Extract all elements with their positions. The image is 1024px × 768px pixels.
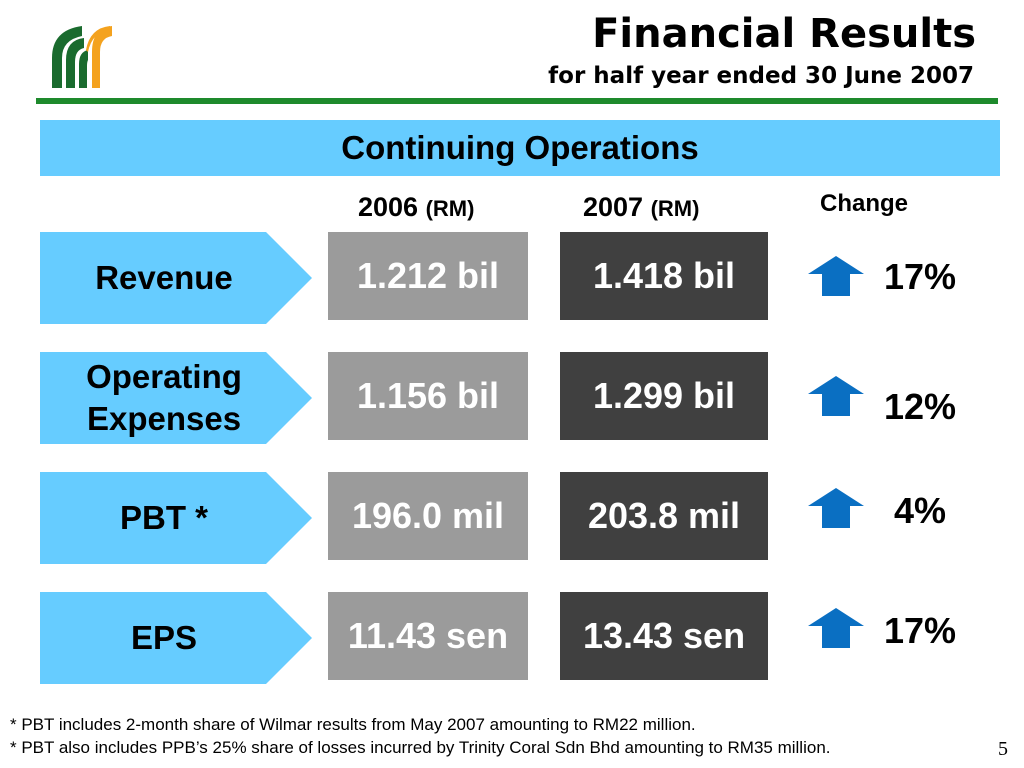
page-subtitle: for half year ended 30 June 2007 xyxy=(548,63,974,89)
label-arrow-shape xyxy=(40,232,312,324)
change-pbt: 4% xyxy=(894,490,947,531)
column-unit: (RM) xyxy=(650,196,700,221)
label-arrow-shape xyxy=(40,592,312,684)
up-arrow-icon xyxy=(808,376,864,416)
row-label-eps: EPS xyxy=(40,592,312,684)
company-logo-icon xyxy=(50,22,114,88)
column-year: 2006 xyxy=(358,192,419,222)
value-2006-eps: 11.43 sen xyxy=(328,592,528,680)
label-arrow-shape xyxy=(40,352,312,444)
footnote: * PBT includes 2-month share of Wilmar r… xyxy=(10,715,696,734)
up-arrow-icon xyxy=(808,488,864,528)
section-title: Continuing Operations xyxy=(341,129,699,166)
row-label-pbt: PBT * xyxy=(40,472,312,564)
column-header-2007: 2007 (RM) xyxy=(583,192,699,232)
value-2007-revenue: 1.418 bil xyxy=(560,232,768,320)
row-label-text: Revenue xyxy=(95,259,233,296)
page-title: Financial Results xyxy=(592,11,976,57)
value-2006-pbt: 196.0 mil xyxy=(328,472,528,560)
row-label-text: Operating Expenses xyxy=(40,352,288,444)
value-2006-revenue: 1.212 bil xyxy=(328,232,528,320)
footnote: * PBT also includes PPB’s 25% share of l… xyxy=(10,738,831,757)
page-number: 5 xyxy=(998,738,1008,760)
row-label-text: EPS xyxy=(130,619,198,656)
change-eps: 17% xyxy=(884,610,957,651)
section-banner: Continuing Operations xyxy=(40,120,1000,176)
row-label-line: Expenses xyxy=(86,400,242,437)
change-revenue: 17% xyxy=(884,256,957,297)
row-label-text: PBT * xyxy=(119,499,208,536)
column-header-2006: 2006 (RM) xyxy=(358,192,474,232)
row-label-operating-expenses: Operating Expenses xyxy=(40,352,312,444)
up-arrow-icon xyxy=(808,608,864,648)
value-2007-operating-expenses: 1.299 bil xyxy=(560,352,768,440)
up-arrow-icon xyxy=(808,256,864,296)
header-divider xyxy=(36,98,998,104)
row-label-revenue: Revenue xyxy=(40,232,312,324)
row-label-line: Operating xyxy=(86,358,242,395)
column-header-change: Change xyxy=(820,190,909,217)
value-2007-eps: 13.43 sen xyxy=(560,592,768,680)
column-unit: (RM) xyxy=(425,196,475,221)
change-operating-expenses: 12% xyxy=(884,386,957,427)
value-2007-pbt: 203.8 mil xyxy=(560,472,768,560)
label-arrow-shape xyxy=(40,472,312,564)
value-2006-operating-expenses: 1.156 bil xyxy=(328,352,528,440)
column-year: 2007 xyxy=(583,192,644,222)
